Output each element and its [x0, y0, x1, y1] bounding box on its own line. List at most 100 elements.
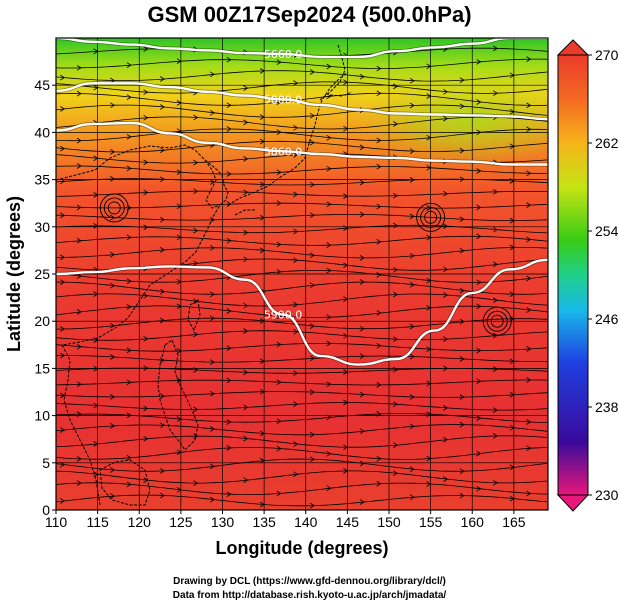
streamline-arrow — [143, 435, 149, 442]
streamline-arrow — [276, 200, 282, 207]
streamline-arrow — [443, 115, 449, 122]
streamline-arrow — [309, 355, 315, 362]
streamline-arrow — [376, 90, 382, 97]
x-tick-label: 115 — [86, 514, 109, 530]
streamline-arrow — [376, 382, 382, 388]
y-tick-label: 15 — [34, 360, 50, 376]
streamline-arrow — [309, 502, 315, 509]
streamline-arrow — [393, 470, 399, 477]
streamline-arrow — [376, 65, 382, 72]
streamline-arrow — [126, 133, 132, 140]
streamline-arrow — [110, 282, 116, 289]
circulation-ring — [416, 202, 446, 232]
streamline-arrow — [209, 359, 215, 365]
x-tick-label: 110 — [45, 514, 68, 530]
streamline-arrow — [126, 481, 132, 488]
circulation-ring — [107, 201, 121, 215]
x-tick-label: 130 — [211, 514, 235, 530]
wind-streamlines — [56, 45, 548, 509]
streamline-arrow — [492, 407, 498, 413]
coast-philippines — [157, 339, 199, 451]
x-tick-label: 135 — [252, 514, 276, 530]
streamline-arrow — [309, 389, 315, 395]
streamline-arrow — [193, 433, 199, 439]
coast-taiwan — [187, 299, 201, 332]
circulation-centers — [99, 193, 512, 336]
streamline-arrow — [209, 496, 215, 503]
streamline-arrow — [359, 179, 365, 186]
y-tick-label: 10 — [34, 408, 50, 424]
x-tick-label: 155 — [419, 514, 443, 530]
streamline-arrow — [492, 261, 498, 268]
streamline — [56, 379, 548, 386]
circulation-ring — [490, 314, 504, 328]
streamline-arrow — [476, 347, 482, 354]
streamline-arrow — [193, 227, 199, 234]
y-tick-label: 0 — [42, 502, 50, 518]
streamline-arrow — [209, 390, 215, 397]
streamline-arrow — [126, 278, 132, 285]
streamline-arrow — [309, 282, 315, 289]
x-axis-title: Longitude (degrees) — [215, 538, 388, 558]
streamline-arrow — [293, 228, 299, 235]
streamline — [56, 494, 548, 507]
streamline-arrow — [359, 211, 365, 218]
streamline-arrow — [226, 201, 232, 207]
streamline-arrow — [60, 326, 66, 332]
streamline-arrow — [443, 190, 449, 197]
coast-asia-mainland — [56, 144, 229, 346]
streamline-arrow — [276, 341, 282, 348]
streamline-arrow — [476, 485, 482, 492]
coastlines — [56, 44, 353, 506]
streamline-arrow — [193, 260, 199, 267]
streamline — [56, 293, 548, 307]
streamline — [56, 424, 548, 436]
streamline-arrow — [376, 480, 382, 487]
streamline-arrow — [443, 266, 449, 273]
streamline-arrow — [459, 216, 465, 223]
streamline-arrow — [376, 272, 382, 278]
coast-indochina — [61, 344, 101, 506]
streamline-arrow — [193, 331, 199, 338]
streamline-arrow — [143, 46, 149, 52]
streamline-arrow — [226, 377, 232, 384]
streamline-arrow — [526, 445, 532, 452]
streamline-arrow — [60, 74, 66, 81]
streamline — [56, 70, 548, 82]
streamline-arrow — [459, 356, 465, 362]
colorbar-tick-label: 270 — [595, 47, 619, 63]
streamline-arrow — [393, 266, 399, 273]
streamline-arrow — [126, 454, 132, 461]
streamline-arrow — [209, 426, 215, 432]
streamline — [56, 92, 548, 106]
streamline — [56, 435, 548, 448]
streamline-arrow — [143, 335, 149, 342]
streamline-arrow — [459, 421, 465, 428]
contour-label: 5900.0 — [264, 309, 303, 322]
streamline-arrow — [243, 404, 249, 411]
coast-japan — [227, 71, 349, 216]
streamline-arrow — [226, 56, 232, 63]
temperature-field-cool-region — [360, 75, 548, 165]
streamline-arrow — [243, 369, 249, 376]
streamline-arrow — [110, 176, 116, 182]
streamline-arrow — [143, 89, 149, 96]
colorbar-tick-label: 254 — [595, 223, 619, 239]
streamline-arrow — [209, 315, 215, 322]
streamline-arrow — [443, 223, 449, 230]
streamline-arrow — [492, 297, 498, 304]
streamline-arrow — [443, 476, 449, 482]
streamline-arrow — [526, 170, 532, 177]
streamline-arrow — [243, 189, 249, 196]
streamline-arrow — [492, 366, 498, 372]
contour-label: 5660.0 — [264, 48, 303, 61]
streamline-arrow — [226, 308, 232, 314]
streamline-arrow — [443, 292, 449, 298]
streamline-arrow — [243, 156, 249, 162]
streamline-arrow — [526, 56, 532, 62]
colorbar-bottom-arrow — [556, 494, 590, 512]
streamline-arrow — [409, 77, 415, 84]
streamline-arrow — [492, 188, 498, 195]
streamline-arrow — [409, 466, 415, 473]
streamline-arrow — [293, 401, 299, 407]
